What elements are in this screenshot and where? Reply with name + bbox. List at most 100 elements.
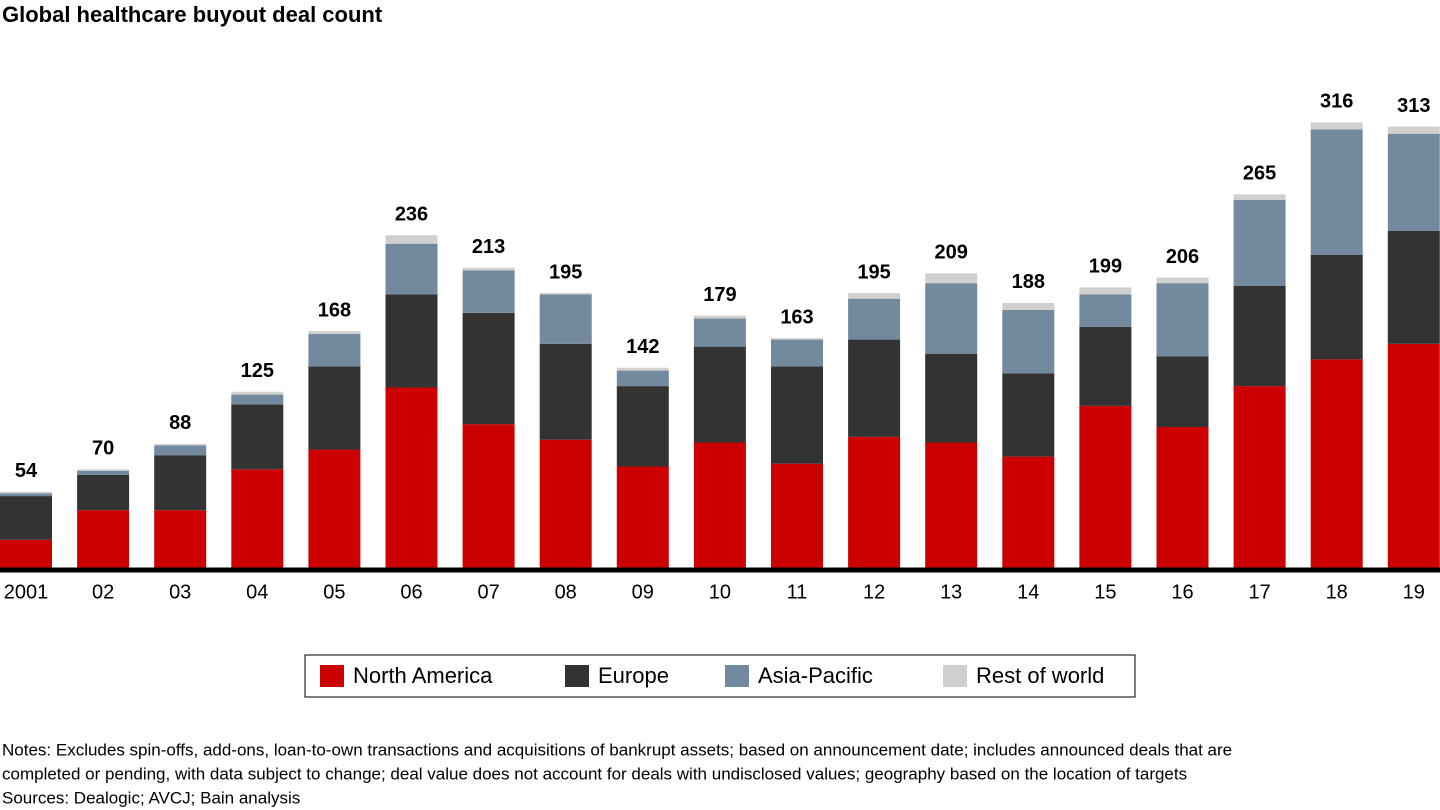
x-tick-label: 02 (92, 581, 114, 603)
x-tick-label: 06 (400, 581, 422, 603)
bar-segment (1233, 386, 1286, 568)
bar-segment (539, 293, 592, 295)
bar-segment (925, 442, 978, 568)
x-tick-label: 11 (787, 581, 808, 603)
x-tick-label: 07 (477, 581, 499, 603)
note: Notes: Excludes spin-offs, add-ons, loan… (2, 740, 1232, 759)
note: completed or pending, with data subject … (2, 764, 1187, 783)
x-tick-label: 12 (863, 581, 885, 603)
bar-segment (848, 436, 901, 568)
legend-swatch (565, 665, 589, 687)
bar-segment (1156, 283, 1209, 357)
bar-segment (385, 243, 438, 295)
total-label: 195 (549, 261, 582, 283)
total-label: 236 (395, 204, 428, 226)
bar-segment (154, 455, 207, 511)
bar-segment (1310, 129, 1363, 255)
bar-segment (848, 293, 901, 299)
legend-label: North America (353, 663, 493, 688)
x-tick-label: 2001 (4, 581, 49, 603)
total-label: 206 (1166, 246, 1199, 268)
bar-segment (848, 339, 901, 437)
bar-segment (616, 370, 669, 387)
x-tick-label: 18 (1326, 581, 1348, 603)
bar-segment (385, 235, 438, 244)
bar-segment (693, 315, 746, 319)
bar-segment (1079, 294, 1132, 327)
bar-segment (231, 391, 284, 395)
bar-segment (462, 267, 515, 271)
bar-segment (1310, 359, 1363, 568)
bar-segment (1079, 326, 1132, 406)
legend-swatch (943, 665, 967, 687)
bar-segment (693, 318, 746, 347)
bar-segment (462, 312, 515, 425)
bar-segment (1002, 456, 1055, 568)
bar-segment (693, 442, 746, 568)
bar-segment (77, 469, 130, 471)
bar-segment (385, 387, 438, 568)
bar-segment (771, 366, 823, 464)
bar-segment (1310, 254, 1363, 360)
bar-segment (77, 510, 130, 568)
total-label: 316 (1320, 91, 1353, 113)
bar-segment (0, 539, 52, 568)
bar-segment (771, 339, 823, 367)
bar-segment (154, 510, 207, 568)
source: Sources: Dealogic; AVCJ; Bain analysis (2, 788, 300, 807)
bar-segment (1079, 287, 1132, 295)
legend-label: Rest of world (976, 663, 1104, 688)
x-tick-label: 17 (1248, 581, 1270, 603)
x-tick-label: 05 (323, 581, 345, 603)
total-label: 168 (318, 299, 351, 321)
total-label: 188 (1012, 271, 1045, 293)
bar-segment (616, 466, 669, 568)
bar-segment (771, 338, 823, 340)
bar-segment (77, 470, 130, 475)
bar-segment (1387, 133, 1440, 232)
bar-segment (848, 298, 901, 340)
legend-label: Asia-Pacific (758, 663, 873, 688)
total-label: 179 (703, 284, 736, 306)
x-tick-label: 10 (709, 581, 731, 603)
bar-segment (1387, 231, 1440, 344)
bar-segment (1079, 405, 1132, 568)
bar-segment (308, 331, 361, 334)
total-label: 195 (857, 261, 890, 283)
bar-segment (154, 445, 207, 456)
x-tick-label: 03 (169, 581, 191, 603)
bar-segment (231, 404, 284, 470)
bar-segment (925, 273, 978, 284)
bar-segment (1002, 373, 1055, 457)
total-label: 313 (1397, 95, 1430, 117)
total-label: 125 (241, 360, 274, 382)
legend-swatch (320, 665, 344, 687)
total-label: 213 (472, 236, 505, 258)
x-tick-label: 15 (1094, 581, 1116, 603)
bar-segment (0, 496, 52, 540)
bar-segment (616, 367, 669, 371)
x-tick-label: 19 (1403, 581, 1425, 603)
bar-segment (1002, 302, 1055, 310)
x-tick-label: 09 (632, 581, 654, 603)
bar-segment (693, 346, 746, 443)
total-label: 199 (1089, 256, 1122, 278)
bar-segment (0, 491, 52, 494)
bar-segment (231, 469, 284, 568)
bar-segment (462, 270, 515, 313)
bar-segment (1156, 356, 1209, 427)
total-label: 265 (1243, 163, 1276, 185)
bar-segment (385, 294, 438, 388)
total-label: 88 (169, 412, 191, 434)
bar-segment (539, 294, 592, 344)
total-label: 142 (626, 336, 659, 358)
bar-segment (771, 463, 823, 568)
bar-segment (616, 386, 669, 467)
bar-segment (308, 366, 361, 450)
bar-segment (1002, 309, 1055, 374)
bar-segment (1233, 194, 1286, 200)
x-tick-label: 14 (1017, 581, 1039, 603)
bar-segment (1387, 126, 1440, 134)
legend-label: Europe (598, 663, 669, 688)
